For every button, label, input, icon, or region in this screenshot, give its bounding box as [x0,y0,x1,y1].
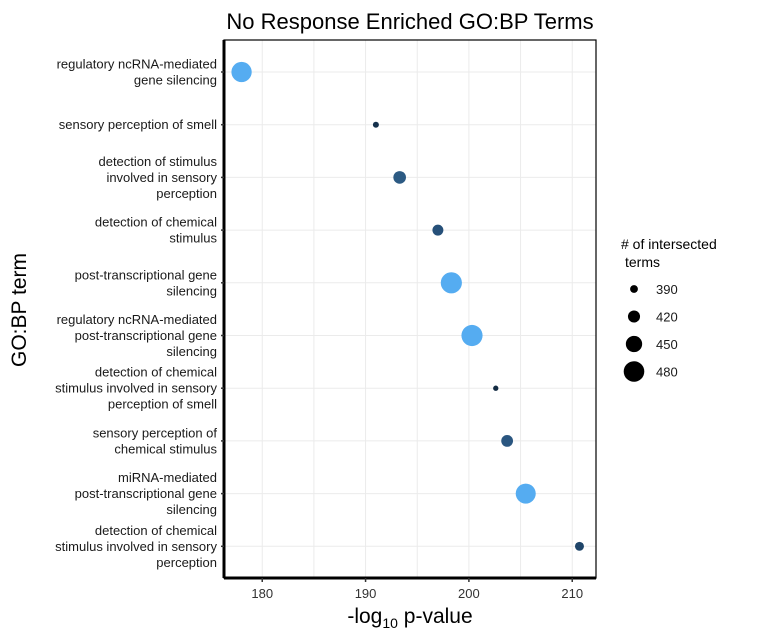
y-tick-label: post-transcriptional gene silencing [75,267,217,298]
legend-key [627,310,641,323]
legend-key [623,361,645,382]
y-tick-label-line: stimulus involved in sensory [55,381,217,396]
x-axis-title-main: -log [347,605,382,628]
chart-title: No Response Enriched GO:BP Terms [226,9,593,34]
y-tick-label-line: regulatory ncRNA-mediated [57,57,217,72]
y-tick-label-line: post-transcriptional gene [75,328,217,343]
x-tick-labels: 180 190 200 210 [251,586,583,601]
data-point [432,224,444,236]
y-tick-label: sensory perception of chemical stimulus [93,425,218,456]
y-tick-label-line: silencing [166,344,217,359]
y-axis-title: GO:BP term [8,253,31,367]
legend-key [625,335,643,353]
x-tick-label: 180 [251,586,273,601]
y-tick-label-line: stimulus [169,231,217,246]
x-axis-title-subscript: 10 [382,615,398,631]
y-tick-labels: regulatory ncRNA-mediated gene silencings… [55,57,217,570]
y-tick-label: sensory perception of smell [59,117,217,132]
data-points [231,61,584,551]
y-tick-label-line: detection of chemical [95,215,217,230]
legend-key [630,285,638,293]
y-tick-label-line: perception of smell [108,397,217,412]
y-tick-label-line: detection of stimulus [98,154,217,169]
legend-label: 450 [656,337,678,352]
y-tick-label: regulatory ncRNA-mediated post-transcript… [57,312,217,359]
y-tick-label-line: sensory perception of [93,425,218,440]
x-tick-label: 210 [561,586,583,601]
data-point [372,121,379,128]
y-tick-label: miRNA-mediated post-transcriptional gene s… [75,470,217,517]
y-tick-label-line: post-transcriptional gene [75,267,217,282]
legend-label: 420 [656,310,678,325]
data-point [461,324,483,347]
y-tick-label: detection of chemical stimulus involved i… [55,523,217,570]
data-point [231,61,252,83]
y-tick-label-line: chemical stimulus [114,441,217,456]
y-tick-label-line: sensory perception of smell [59,117,217,132]
legend-title-line2: terms [625,254,660,270]
data-point [440,272,462,294]
data-point [493,385,499,391]
x-axis-title-tail: p-value [398,605,473,628]
legend-label: 390 [656,282,678,297]
data-point [393,171,406,184]
y-tick-label-line: involved in sensory [106,170,217,185]
y-tick-label-line: silencing [166,502,217,517]
y-tick-label-line: perception [156,555,217,570]
x-tick-label: 200 [458,586,480,601]
y-tick-label: detection of chemical stimulus [95,215,218,246]
panel-border [223,39,597,579]
x-tick-label: 190 [355,586,377,601]
legend-label: 480 [656,365,678,380]
y-tick-label: detection of chemical stimulus involved i… [55,365,217,412]
y-tick-label-line: silencing [166,283,217,298]
y-tick-label-line: perception [156,186,217,201]
size-legend: # of intersected terms 390 420 450 480 [621,236,717,382]
legend-title-line1: # of intersected [621,236,717,252]
y-tick-label-line: gene silencing [134,73,217,88]
plot-frame [221,39,597,582]
y-tick-label-line: miRNA-mediated [118,470,217,485]
data-point [574,541,584,551]
grid-lines [224,40,596,578]
data-point [501,435,514,447]
y-tick-label-line: post-transcriptional gene [75,486,217,501]
y-tick-label-line: regulatory ncRNA-mediated [57,312,217,327]
y-tick-label-line: detection of chemical [95,365,217,380]
x-axis-title: -log10 p-value [347,605,472,631]
data-point [515,483,536,504]
y-tick-label-line: stimulus involved in sensory [55,539,217,554]
y-tick-label: detection of stimulus involved in sensory… [98,154,217,201]
y-tick-label-line: detection of chemical [95,523,217,538]
y-tick-label: regulatory ncRNA-mediated gene silencing [57,57,217,88]
